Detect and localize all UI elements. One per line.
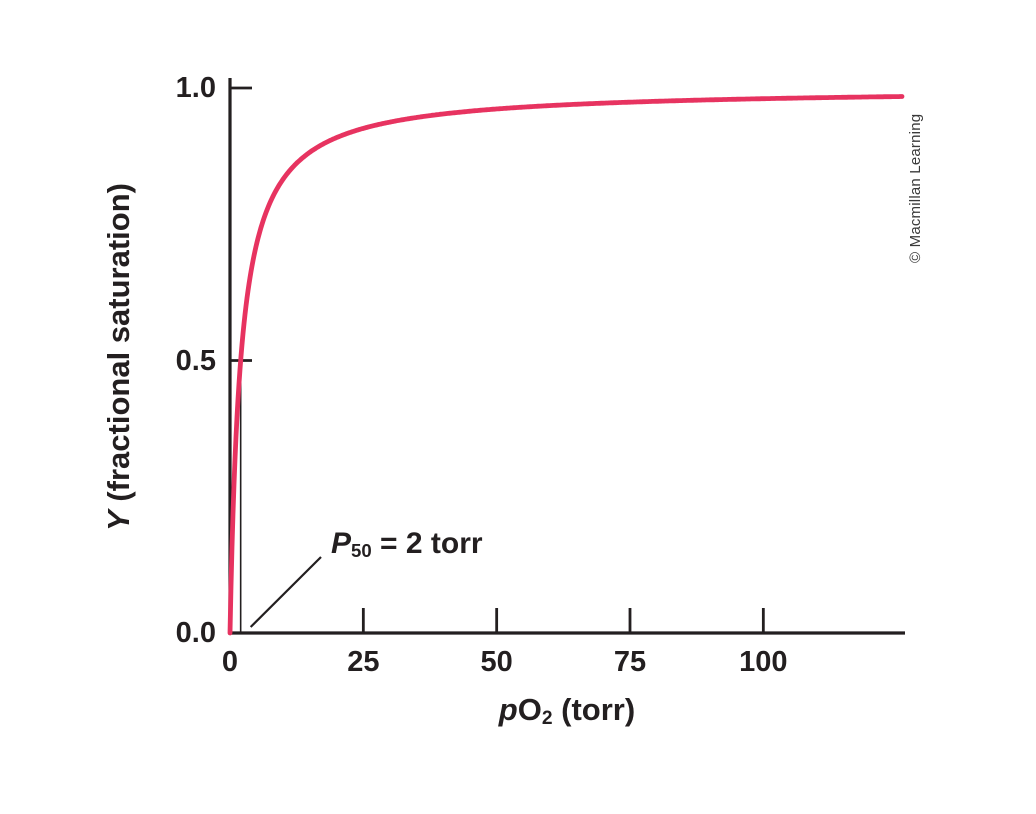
x-tick-label: 100 [739,646,788,678]
x-tick-label: 0 [221,646,239,678]
x-axis-label-O: O [517,692,542,727]
y-tick-label: 0.5 [175,344,216,377]
y-tick-label: 0.0 [175,617,216,649]
x-axis-label-subscript: 2 [541,708,553,730]
p50-value-text: = 2 torr [371,527,483,560]
x-axis-label-unit: (torr) [552,692,636,727]
copyright-notice: © Macmillan Learning [907,113,924,263]
y-axis-label-symbol: Y [101,510,136,531]
x-tick-label: 75 [613,646,647,678]
x-tick-label: 25 [347,646,380,678]
y-tick-label: 1.0 [175,72,216,104]
p50-annotation-label: P50 = 2 torr [331,527,483,562]
x-axis-label: pO2 (torr) [417,692,717,730]
binding-curve [227,94,905,636]
x-tick-label: 50 [480,646,513,678]
x-axis-label-p: p [498,692,518,727]
p50-symbol: P [331,527,352,560]
p50-subscript: 50 [351,540,372,562]
p50-leader-line [249,556,322,628]
